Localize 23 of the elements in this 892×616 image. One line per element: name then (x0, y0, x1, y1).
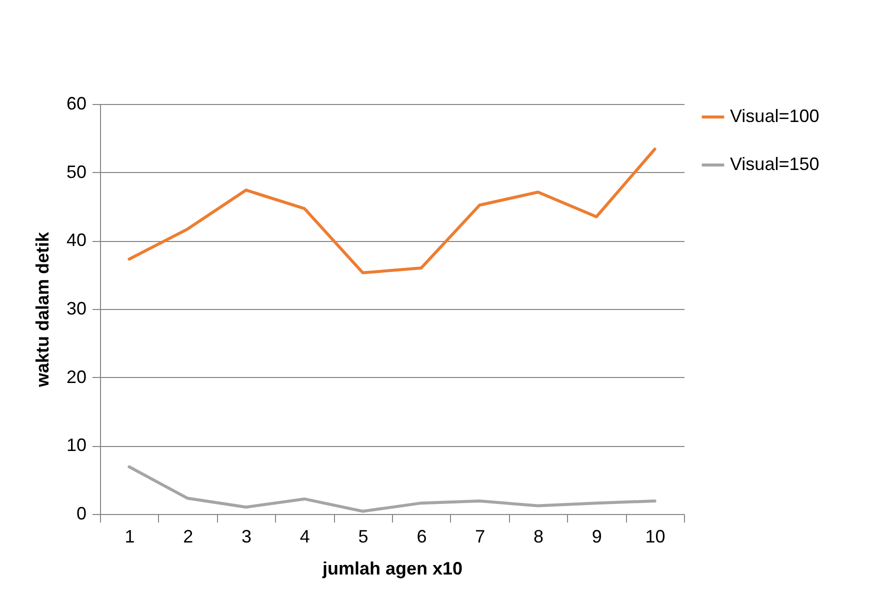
y-tick-label: 50 (66, 162, 86, 182)
x-tick-label: 9 (592, 526, 602, 546)
legend-label: Visual=100 (730, 106, 820, 126)
legend-label: Visual=150 (730, 154, 820, 174)
x-tick-label: 7 (475, 526, 486, 546)
x-tick-label: 6 (416, 526, 427, 546)
x-tick-label: 8 (533, 526, 544, 546)
x-tick-label: 5 (358, 526, 368, 546)
y-tick-label: 20 (66, 366, 86, 387)
y-tick-label: 10 (66, 435, 86, 456)
line-series (128, 465, 656, 513)
x-axis-title: jumlah agen x10 (321, 558, 463, 578)
x-tick-label: 2 (183, 526, 194, 546)
x-tick-label: 1 (124, 526, 135, 546)
line-series (128, 148, 656, 274)
x-tick-label: 3 (241, 526, 252, 546)
x-tick-label: 4 (300, 526, 310, 546)
y-tick-label: 40 (66, 230, 86, 250)
y-tick-label: 30 (66, 298, 86, 318)
y-tick-label: 0 (76, 504, 86, 524)
y-axis-title: waktu dalam detik (32, 230, 52, 388)
y-tick-label: 60 (66, 94, 86, 114)
x-tick-label: 10 (645, 526, 666, 546)
